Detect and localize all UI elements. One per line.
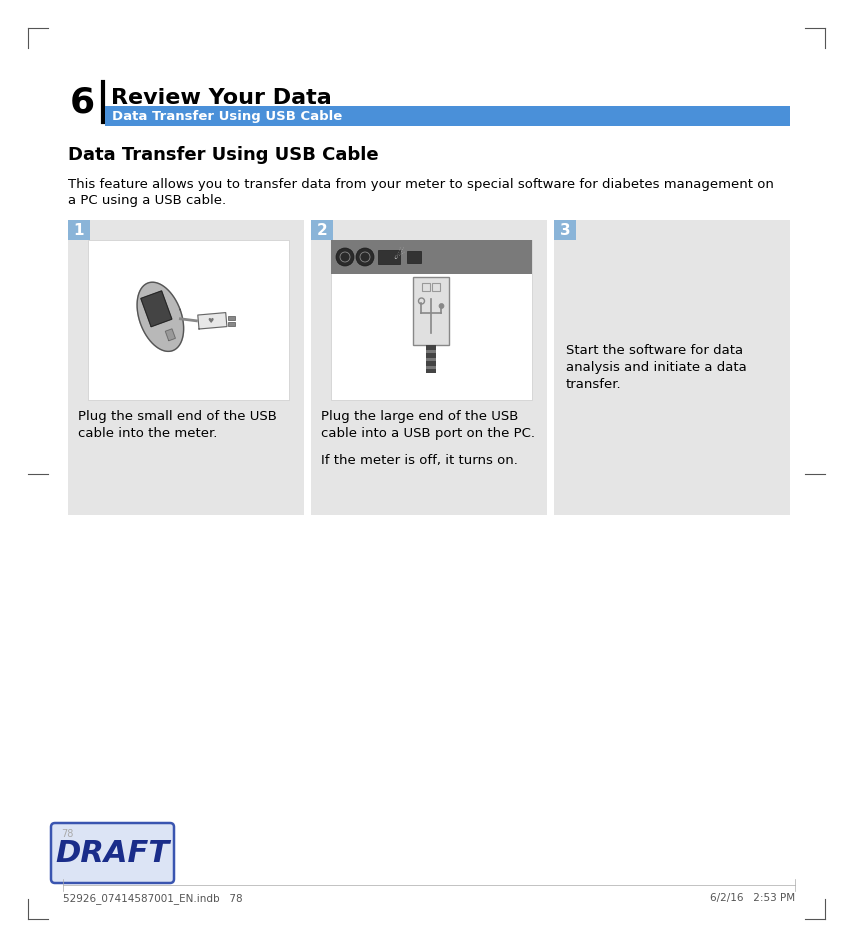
Bar xyxy=(331,240,532,400)
Text: transfer.: transfer. xyxy=(566,378,621,391)
Bar xyxy=(228,315,235,320)
Text: a PC using a USB cable.: a PC using a USB cable. xyxy=(68,194,226,207)
Text: Data Transfer Using USB Cable: Data Transfer Using USB Cable xyxy=(68,146,378,164)
Text: DRAFT: DRAFT xyxy=(55,838,170,867)
Bar xyxy=(553,220,789,515)
Text: Plug the large end of the USB: Plug the large end of the USB xyxy=(320,410,518,423)
Text: This feature allows you to transfer data from your meter to special software for: This feature allows you to transfer data… xyxy=(68,178,773,191)
Bar xyxy=(311,220,546,515)
Text: Review Your Data: Review Your Data xyxy=(111,88,331,108)
FancyBboxPatch shape xyxy=(51,823,174,883)
Circle shape xyxy=(355,248,373,266)
Circle shape xyxy=(439,303,444,309)
Text: cable into a USB port on the PC.: cable into a USB port on the PC. xyxy=(320,427,534,440)
Text: Plug the small end of the USB: Plug the small end of the USB xyxy=(78,410,277,423)
Text: Start the software for data: Start the software for data xyxy=(566,344,742,357)
Bar xyxy=(406,251,421,263)
Bar xyxy=(432,283,440,291)
Text: ♥: ♥ xyxy=(207,318,213,324)
Polygon shape xyxy=(198,313,227,329)
Bar xyxy=(426,345,436,373)
Bar xyxy=(68,220,303,515)
Text: ☄: ☄ xyxy=(393,248,404,261)
Bar xyxy=(426,350,436,353)
Text: 6/2/16   2:53 PM: 6/2/16 2:53 PM xyxy=(709,893,794,903)
Polygon shape xyxy=(141,291,171,327)
Bar xyxy=(331,240,532,274)
Bar xyxy=(426,366,436,369)
Polygon shape xyxy=(165,329,176,341)
Bar xyxy=(377,250,400,264)
Text: 2: 2 xyxy=(316,223,327,238)
Circle shape xyxy=(336,248,354,266)
Bar xyxy=(88,240,289,400)
Bar xyxy=(553,220,575,240)
Bar xyxy=(68,220,90,240)
Text: 52926_07414587001_EN.indb   78: 52926_07414587001_EN.indb 78 xyxy=(63,893,242,903)
Bar xyxy=(413,277,449,345)
Bar xyxy=(426,358,436,361)
Bar xyxy=(422,283,430,291)
Text: cable into the meter.: cable into the meter. xyxy=(78,427,217,440)
Text: 6: 6 xyxy=(70,85,95,119)
Text: Data Transfer Using USB Cable: Data Transfer Using USB Cable xyxy=(112,110,342,122)
Text: 78: 78 xyxy=(61,829,73,839)
Text: 3: 3 xyxy=(559,223,570,238)
Bar xyxy=(228,322,235,326)
Bar xyxy=(105,106,789,126)
Bar xyxy=(311,220,332,240)
Polygon shape xyxy=(137,282,183,351)
Text: 1: 1 xyxy=(73,223,84,238)
Text: analysis and initiate a data: analysis and initiate a data xyxy=(566,361,746,374)
Text: If the meter is off, it turns on.: If the meter is off, it turns on. xyxy=(320,454,517,467)
